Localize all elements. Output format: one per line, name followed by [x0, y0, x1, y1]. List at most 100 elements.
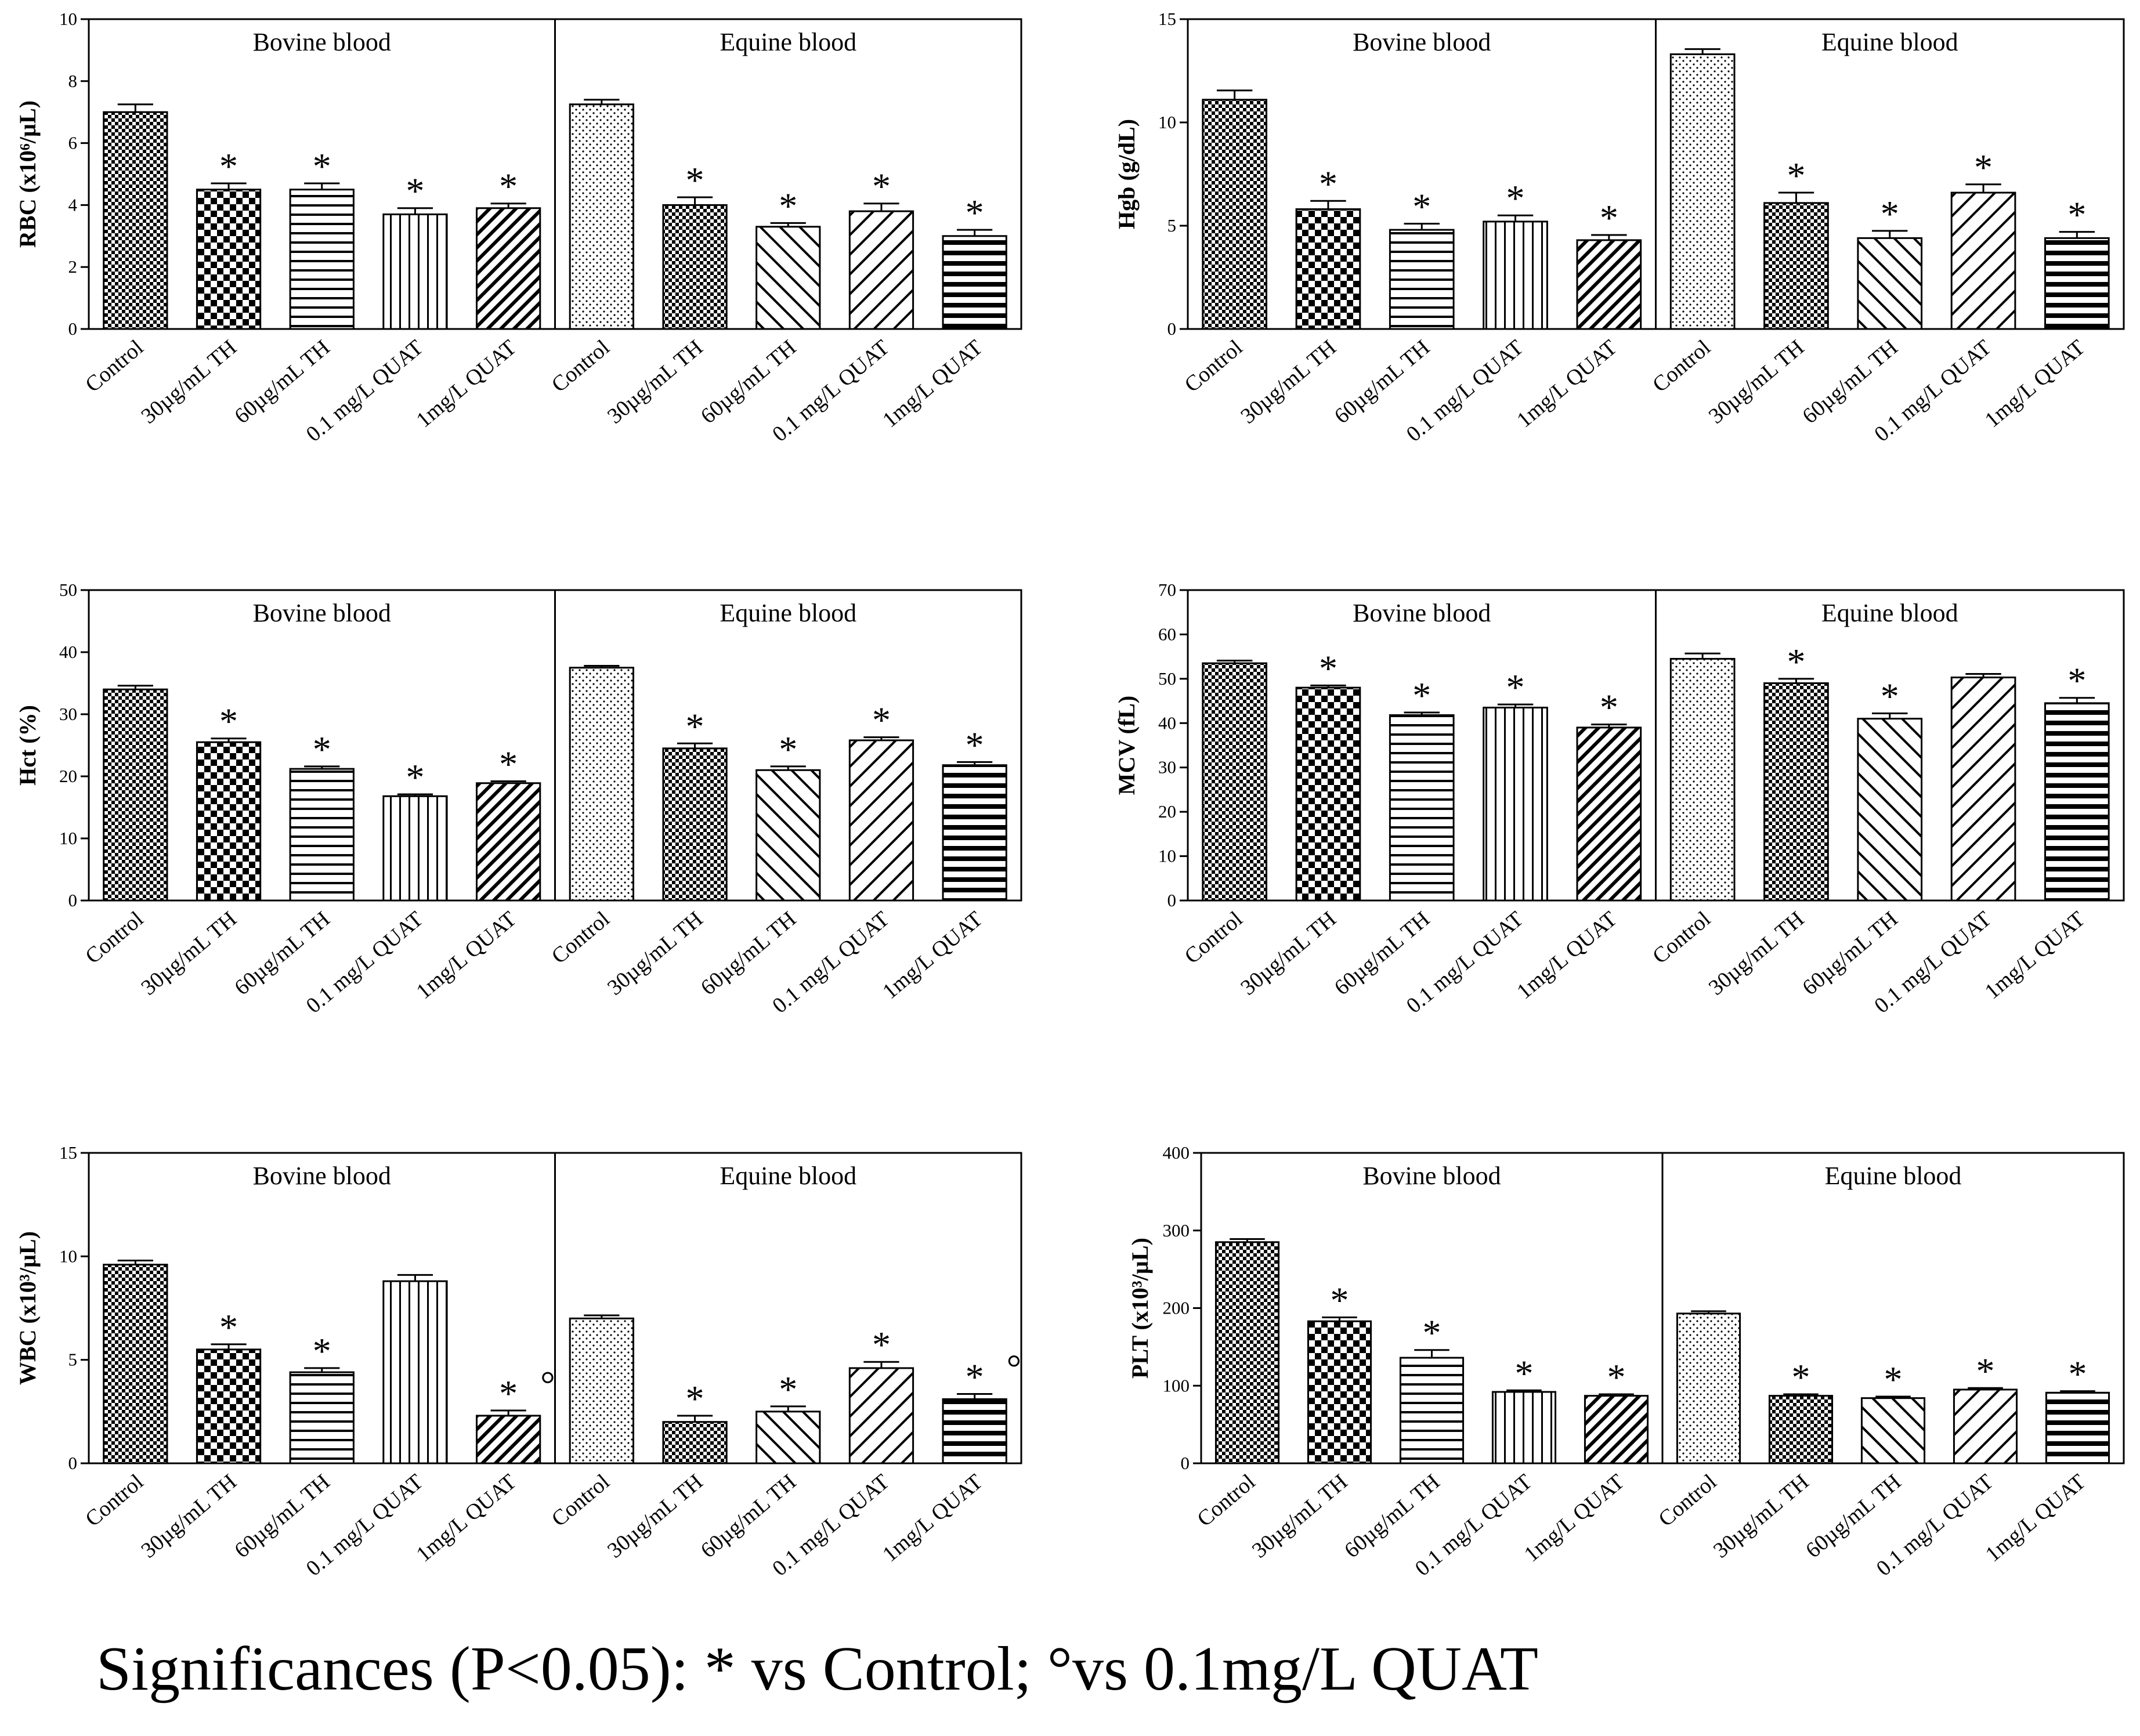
y-tick-label: 6: [68, 133, 78, 153]
category-label: 30µg/mL TH: [603, 907, 707, 1000]
y-axis-label: RBC (x10⁶/µL): [15, 100, 41, 248]
significance-star: *: [1607, 1357, 1626, 1398]
category-label: 1mg/L QUAT: [878, 335, 987, 433]
bar: [103, 1264, 168, 1464]
group-title: Equine blood: [720, 599, 856, 627]
bar: [476, 1415, 541, 1464]
significance-star: *: [1881, 675, 1899, 717]
category-label: 30µg/mL TH: [603, 1470, 707, 1563]
bar: [848, 1367, 914, 1464]
y-tick-label: 400: [1163, 1142, 1190, 1163]
y-tick-label: 300: [1163, 1220, 1190, 1240]
y-tick-label: 0: [1167, 319, 1177, 339]
category-label: Control: [547, 1470, 614, 1532]
y-tick-label: 20: [59, 766, 77, 786]
y-tick-label: 10: [59, 828, 77, 848]
category-label: Control: [1180, 335, 1247, 397]
category-label: 1mg/L QUAT: [1980, 335, 2090, 433]
category-label: 30µg/mL TH: [603, 335, 707, 429]
significance-star: *: [1974, 147, 1993, 188]
bar: [942, 764, 1007, 902]
category-label: 1mg/L QUAT: [1512, 907, 1621, 1004]
bar: [1584, 1395, 1649, 1464]
significance-star: *: [1319, 163, 1338, 204]
significance-star: *: [872, 1324, 891, 1365]
group-title: Equine blood: [1821, 599, 1958, 627]
significance-star: *: [1412, 675, 1431, 716]
y-tick-label: 8: [68, 71, 78, 91]
significance-star: *: [1600, 197, 1618, 238]
significance-star: *: [1412, 186, 1431, 227]
category-label: 1mg/L QUAT: [878, 907, 987, 1004]
significance-star: *: [686, 706, 704, 747]
y-axis-label: Hgb (g/dL): [1114, 119, 1140, 229]
bar: [1576, 239, 1642, 330]
group-title: Bovine blood: [253, 28, 391, 56]
significance-star: *: [872, 700, 891, 741]
y-tick-label: 0: [1181, 1453, 1190, 1473]
bar: [1953, 1388, 2018, 1464]
y-tick-label: 10: [59, 9, 77, 29]
category-label: Control: [547, 335, 614, 397]
category-label: 30µg/mL TH: [1709, 1470, 1813, 1563]
significance-star: *: [219, 1307, 238, 1348]
bar: [1295, 208, 1361, 330]
significance-star: *: [686, 1378, 704, 1419]
significance-star: *: [1976, 1350, 1995, 1391]
category-label: Control: [1654, 1470, 1721, 1532]
bar: [382, 795, 448, 902]
bar: [476, 207, 541, 330]
significance-star: *: [1792, 1357, 1810, 1398]
bar: [1491, 1391, 1557, 1464]
significance-star: *: [406, 171, 424, 212]
bar: [1857, 237, 1923, 330]
y-tick-label: 5: [1167, 215, 1177, 236]
category-label: Control: [1648, 335, 1715, 397]
bar: [1483, 220, 1548, 330]
y-tick-label: 10: [1158, 846, 1176, 866]
significance-circle: °: [1007, 1347, 1022, 1388]
chart-hct: 0 10 20 30 40 50 Hct (%) Bovine blood Control * 30…: [15, 580, 1022, 1018]
group-title: Equine blood: [1821, 28, 1958, 56]
y-tick-label: 40: [1158, 713, 1176, 733]
significance-star: *: [966, 724, 984, 765]
bar: [1950, 191, 2016, 330]
bar: [1202, 662, 1267, 902]
y-tick-label: 0: [68, 890, 78, 910]
y-tick-label: 15: [59, 1142, 77, 1163]
chart-hgb: 0 5 10 15 Hgb (g/dL) Bovine blood Control * 30µg…: [1114, 9, 2125, 447]
y-tick-label: 50: [59, 580, 77, 600]
category-label: 1mg/L QUAT: [1981, 1470, 2090, 1567]
bar: [1295, 686, 1361, 902]
bar: [942, 235, 1007, 330]
y-tick-label: 0: [68, 319, 78, 339]
bar: [1950, 677, 2016, 902]
significance-star: *: [1319, 648, 1338, 689]
y-tick-label: 0: [1167, 890, 1177, 910]
bar: [848, 739, 914, 902]
category-label: 1mg/L QUAT: [1980, 907, 2090, 1004]
category-label: 1mg/L QUAT: [411, 907, 520, 1004]
bar: [569, 103, 634, 330]
significance-star: *: [1787, 641, 1805, 682]
significance-star: *: [1515, 1352, 1534, 1394]
category-label: 1mg/L QUAT: [411, 335, 520, 433]
bar: [755, 1410, 821, 1464]
y-tick-label: 15: [1158, 9, 1176, 29]
significance-footnote: Significances (P<0.05): * vs Control; °v…: [96, 1634, 1538, 1704]
bar: [289, 189, 355, 330]
category-label: 1mg/L QUAT: [1520, 1470, 1629, 1567]
bar: [382, 1280, 448, 1464]
bar: [755, 769, 821, 902]
group-title: Equine blood: [720, 1162, 856, 1190]
significance-star: *: [499, 166, 518, 207]
y-tick-label: 30: [59, 704, 77, 724]
bar: [382, 213, 448, 330]
category-label: Control: [1180, 907, 1247, 969]
bar: [662, 747, 728, 902]
chart-panels: 0 2 4 6 8 10 RBC (x10⁶/µL) Bovine blood Control *…: [15, 9, 2125, 1581]
bar: [1576, 726, 1642, 902]
category-label: 30µg/mL TH: [1236, 335, 1340, 429]
y-tick-label: 4: [68, 194, 78, 215]
